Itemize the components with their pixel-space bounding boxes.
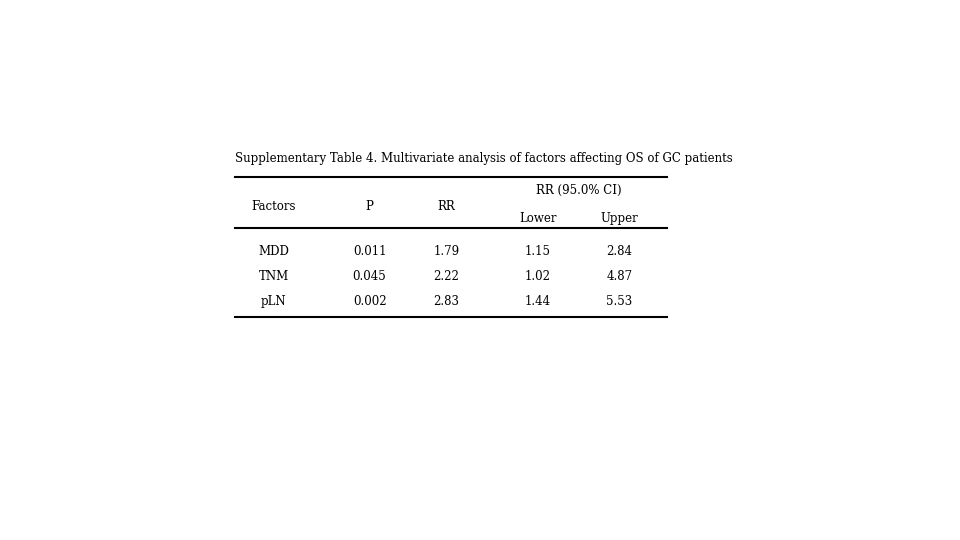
Text: MDD: MDD [258,245,289,258]
Text: RR (95.0% CI): RR (95.0% CI) [536,184,621,197]
Text: Supplementary Table 4. Multivariate analysis of factors affecting OS of GC patie: Supplementary Table 4. Multivariate anal… [235,152,732,165]
Text: 4.87: 4.87 [606,270,633,283]
Text: 0.002: 0.002 [352,295,387,308]
Text: Upper: Upper [600,212,638,225]
Text: 0.011: 0.011 [353,245,386,258]
Text: 2.84: 2.84 [606,245,633,258]
Text: Lower: Lower [518,212,557,225]
Text: pLN: pLN [261,295,286,308]
Text: 1.15: 1.15 [524,245,551,258]
Text: 2.22: 2.22 [434,270,459,283]
Text: RR: RR [438,200,455,213]
Text: 1.02: 1.02 [524,270,551,283]
Text: P: P [366,200,373,213]
Text: 0.045: 0.045 [352,270,387,283]
Text: 1.79: 1.79 [433,245,460,258]
Text: 5.53: 5.53 [606,295,633,308]
Text: 2.83: 2.83 [433,295,460,308]
Text: 1.44: 1.44 [524,295,551,308]
Text: TNM: TNM [258,270,289,283]
Text: Factors: Factors [252,200,296,213]
